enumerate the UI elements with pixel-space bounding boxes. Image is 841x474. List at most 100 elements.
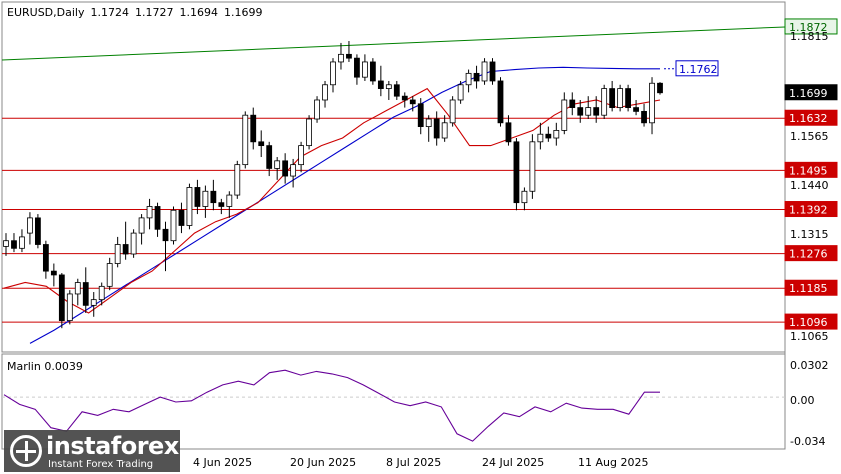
trendline-label-box — [784, 18, 838, 35]
level-label-6-box — [784, 313, 838, 330]
candlesticks — [3, 41, 663, 329]
candle-49 — [385, 80, 392, 100]
candle-45 — [354, 54, 360, 85]
current-price-label-box — [784, 84, 838, 101]
date-label-5: 11 Aug 2025 — [578, 456, 648, 469]
candle-body — [90, 299, 97, 306]
candle-4 — [27, 212, 33, 245]
candle-body — [354, 57, 360, 78]
candle-body — [42, 244, 49, 272]
candle-34 — [266, 141, 273, 177]
date-label-2: 20 Jun 2025 — [290, 456, 356, 469]
candle-24 — [186, 183, 193, 230]
candle-body — [545, 133, 552, 139]
candle-81 — [641, 103, 647, 127]
candle-body — [465, 72, 472, 86]
candle-body — [553, 130, 560, 139]
candle-20 — [154, 202, 161, 237]
date-label-4: 24 Jul 2025 — [482, 456, 544, 469]
candle-43 — [338, 42, 344, 70]
candle-72 — [569, 92, 576, 116]
ma-slow-line — [29, 66, 660, 344]
candle-27 — [210, 179, 217, 211]
candle-28 — [218, 198, 225, 215]
candle-body — [457, 84, 464, 101]
indicator-tick-bottom: -0.034 — [790, 435, 825, 448]
price-tick-3: 1.1565 — [790, 130, 829, 143]
ma-slow-label-box — [675, 60, 719, 77]
candle-62 — [489, 58, 496, 85]
oscillator-line — [3, 369, 660, 442]
candle-13 — [98, 282, 105, 306]
candle-body — [593, 107, 600, 116]
candle-body — [609, 88, 616, 108]
level-label-2: 1.1495 — [789, 164, 828, 177]
candle-body — [433, 118, 440, 139]
candle-body — [226, 194, 233, 207]
indicator-tick-top: 0.0302 — [790, 359, 829, 372]
candle-82 — [649, 77, 655, 135]
candle-body — [130, 232, 137, 255]
candle-71 — [561, 92, 568, 135]
candle-body — [529, 141, 536, 192]
level-label-1: 1.1632 — [789, 112, 828, 125]
candle-36 — [282, 153, 289, 184]
candle-60 — [473, 65, 480, 89]
candle-19 — [146, 198, 153, 230]
candle-77 — [609, 80, 616, 112]
candle-body — [290, 164, 297, 177]
candle-59 — [465, 69, 472, 93]
candle-18 — [138, 214, 145, 245]
candle-body — [50, 270, 57, 276]
candle-57 — [449, 96, 456, 127]
candle-39 — [306, 115, 312, 150]
candle-33 — [258, 130, 265, 158]
price-labels: 1.1632 1.1495 1.1392 1.1276 1.1185 1.1096 1.18… — [664, 18, 838, 330]
candle-17 — [130, 229, 137, 258]
candle-body — [210, 190, 217, 204]
candle-1 — [3, 233, 9, 256]
oscillator-line — [2, 369, 785, 442]
candle-body — [649, 82, 655, 124]
candle-3 — [19, 229, 25, 253]
candle-78 — [617, 84, 624, 112]
candle-body — [98, 285, 105, 301]
candle-23 — [178, 202, 185, 234]
candle-body — [3, 240, 9, 247]
price-tick-5: 1.1315 — [790, 228, 829, 241]
candle-body — [330, 61, 336, 86]
candle-body — [27, 217, 33, 234]
candle-body — [505, 122, 512, 143]
candle-body — [489, 61, 496, 82]
candle-body — [521, 190, 528, 204]
date-label-3: 8 Jul 2025 — [386, 456, 441, 469]
candle-body — [11, 240, 17, 249]
candle-65 — [513, 138, 520, 211]
candle-body — [362, 61, 368, 78]
candle-29 — [226, 191, 233, 218]
candle-body — [82, 282, 89, 306]
candle-22 — [170, 206, 177, 245]
candle-9 — [66, 290, 73, 325]
candle-69 — [545, 126, 552, 142]
price-tick-6: 1.1065 — [790, 330, 829, 343]
price-tick-4: 1.1440 — [790, 179, 829, 192]
level-label-6: 1.1096 — [789, 316, 828, 329]
candle-15 — [114, 236, 121, 268]
candle-body — [625, 88, 631, 108]
candle-body — [154, 206, 161, 230]
candle-body — [258, 141, 265, 147]
level-label-3: 1.1392 — [789, 204, 828, 217]
candle-55 — [433, 111, 440, 146]
candle-2 — [11, 233, 17, 253]
candle-64 — [505, 115, 512, 146]
candle-body — [218, 202, 225, 207]
candle-body — [122, 244, 129, 255]
candle-body — [250, 114, 257, 143]
trendline-label: 1.1872 — [789, 21, 828, 34]
candle-body — [306, 118, 312, 147]
candle-body — [497, 80, 504, 124]
instaforex-logo-icon — [10, 435, 42, 467]
candle-body — [369, 61, 376, 82]
